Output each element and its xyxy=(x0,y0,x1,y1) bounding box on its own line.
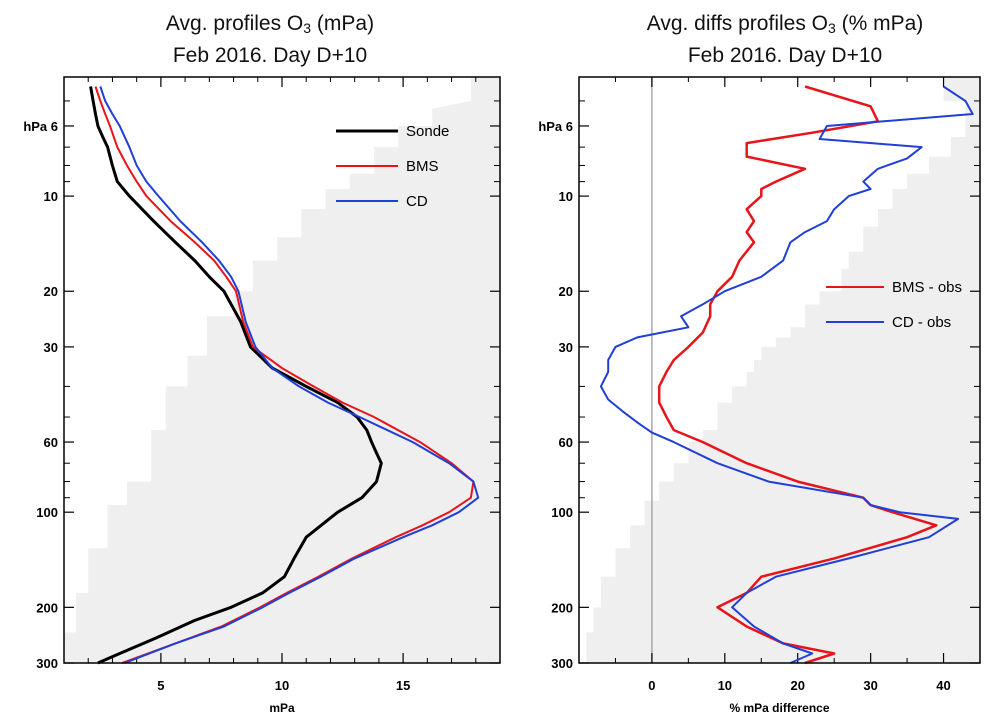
y-tick-label: 60 xyxy=(559,435,573,450)
y-tick-label: 60 xyxy=(44,435,58,450)
legend-label: BMS - obs xyxy=(892,279,962,296)
legend-label: Sonde xyxy=(406,123,449,140)
x-tick-label: 5 xyxy=(157,678,164,693)
x-tick-label: 30 xyxy=(863,678,877,693)
y-tick-label: 20 xyxy=(559,284,573,299)
y-tick-label: 300 xyxy=(551,656,573,671)
x-tick-label: 20 xyxy=(790,678,804,693)
y-tick-label: 200 xyxy=(551,600,573,615)
y-tick-label: 30 xyxy=(44,340,58,355)
series-line-sonde xyxy=(89,86,383,665)
left-chart-title: Avg. profiles O3 (mPa) Feb 2016. Day D+1… xyxy=(165,12,375,67)
legend-label: BMS xyxy=(406,158,439,175)
plot-frame xyxy=(578,76,981,664)
series-line-bms xyxy=(94,86,475,664)
y-tick-label: 10 xyxy=(559,189,573,204)
background-shading xyxy=(64,77,500,663)
legend-label: CD xyxy=(406,193,428,210)
series-line-bms-obs xyxy=(657,85,938,665)
chart-panel-1: hPa 6 10 20 30 60 100 200 300 5 10 15 mPa Sonde BMS CD xyxy=(23,76,501,715)
chart-panel-2: hPa 6 10 20 30 60 100 200 300 0 10 20 30 40 % mPa dif… xyxy=(538,76,981,715)
right-chart-title: Avg. diffs profiles O3 (% mPa) Feb 2016.… xyxy=(646,12,924,67)
series-line-cd xyxy=(99,86,480,664)
x-tick-label: 10 xyxy=(718,678,732,693)
y-tick-label: 10 xyxy=(44,189,58,204)
legend-label: CD - obs xyxy=(892,314,951,331)
y-tick-label: 100 xyxy=(36,505,58,520)
x-axis-label: % mPa difference xyxy=(729,701,829,715)
plot-frame xyxy=(63,76,501,664)
x-tick-label: 0 xyxy=(648,678,655,693)
x-tick-label: 15 xyxy=(396,678,410,693)
y-tick-label: 300 xyxy=(36,656,58,671)
y-tick-label: 20 xyxy=(44,284,58,299)
y-tick-label: 100 xyxy=(551,505,573,520)
y-tick-label: 30 xyxy=(559,340,573,355)
series-line-cd-obs xyxy=(599,85,974,664)
background-shading xyxy=(586,77,980,663)
y-tick-label: hPa 6 xyxy=(23,119,58,134)
x-tick-label: 40 xyxy=(936,678,950,693)
y-tick-label: 200 xyxy=(36,600,58,615)
x-tick-label: 10 xyxy=(275,678,289,693)
x-axis-label: mPa xyxy=(269,701,295,715)
y-tick-label: hPa 6 xyxy=(538,119,573,134)
